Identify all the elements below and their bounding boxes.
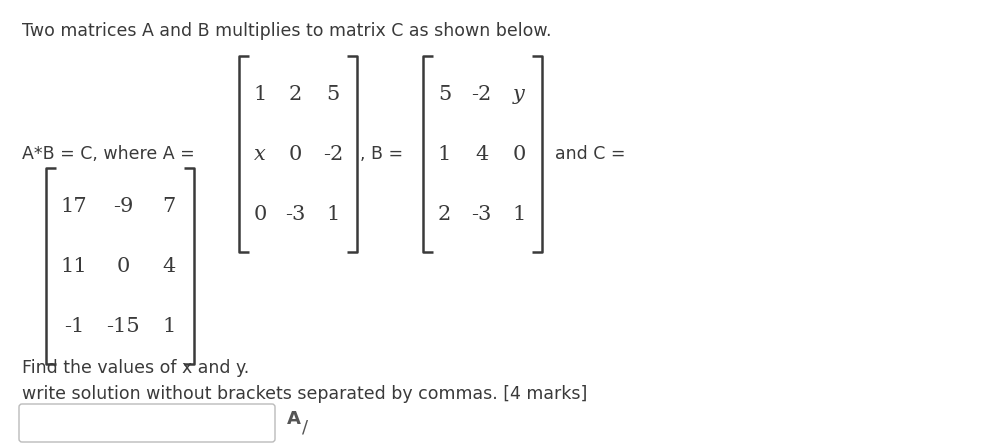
Text: A*B = C, where A =: A*B = C, where A =: [22, 145, 195, 163]
Text: 1: 1: [162, 317, 176, 336]
Text: -9: -9: [113, 197, 133, 215]
Text: 4: 4: [162, 257, 176, 275]
Text: 1: 1: [326, 205, 340, 223]
Text: 0: 0: [513, 144, 526, 163]
Text: -2: -2: [471, 84, 492, 103]
Text: 17: 17: [60, 197, 87, 215]
Text: Two matrices A and B multiplies to matrix C as shown below.: Two matrices A and B multiplies to matri…: [22, 22, 551, 40]
Text: 1: 1: [253, 84, 267, 103]
Text: -2: -2: [323, 144, 343, 163]
Text: 1: 1: [438, 144, 452, 163]
Text: 0: 0: [253, 205, 267, 223]
Text: 0: 0: [288, 144, 301, 163]
Text: -1: -1: [64, 317, 84, 336]
Text: 5: 5: [438, 84, 452, 103]
Text: 2: 2: [288, 84, 301, 103]
Text: 0: 0: [117, 257, 129, 275]
Text: -3: -3: [285, 205, 305, 223]
Text: Find the values of x and y.: Find the values of x and y.: [22, 359, 249, 377]
Text: /: /: [302, 418, 308, 436]
Text: 4: 4: [475, 144, 488, 163]
Text: 5: 5: [326, 84, 340, 103]
Text: , B =: , B =: [360, 145, 403, 163]
Text: -3: -3: [471, 205, 492, 223]
Text: 7: 7: [162, 197, 176, 215]
Text: 2: 2: [438, 205, 452, 223]
Text: write solution without brackets separated by commas. [4 marks]: write solution without brackets separate…: [22, 385, 588, 403]
FancyBboxPatch shape: [19, 404, 275, 442]
Text: y: y: [513, 84, 525, 103]
Text: A: A: [287, 410, 301, 428]
Text: and C =: and C =: [555, 145, 625, 163]
Text: x: x: [254, 144, 266, 163]
Text: 11: 11: [60, 257, 87, 275]
Text: 1: 1: [513, 205, 526, 223]
Text: -15: -15: [106, 317, 140, 336]
